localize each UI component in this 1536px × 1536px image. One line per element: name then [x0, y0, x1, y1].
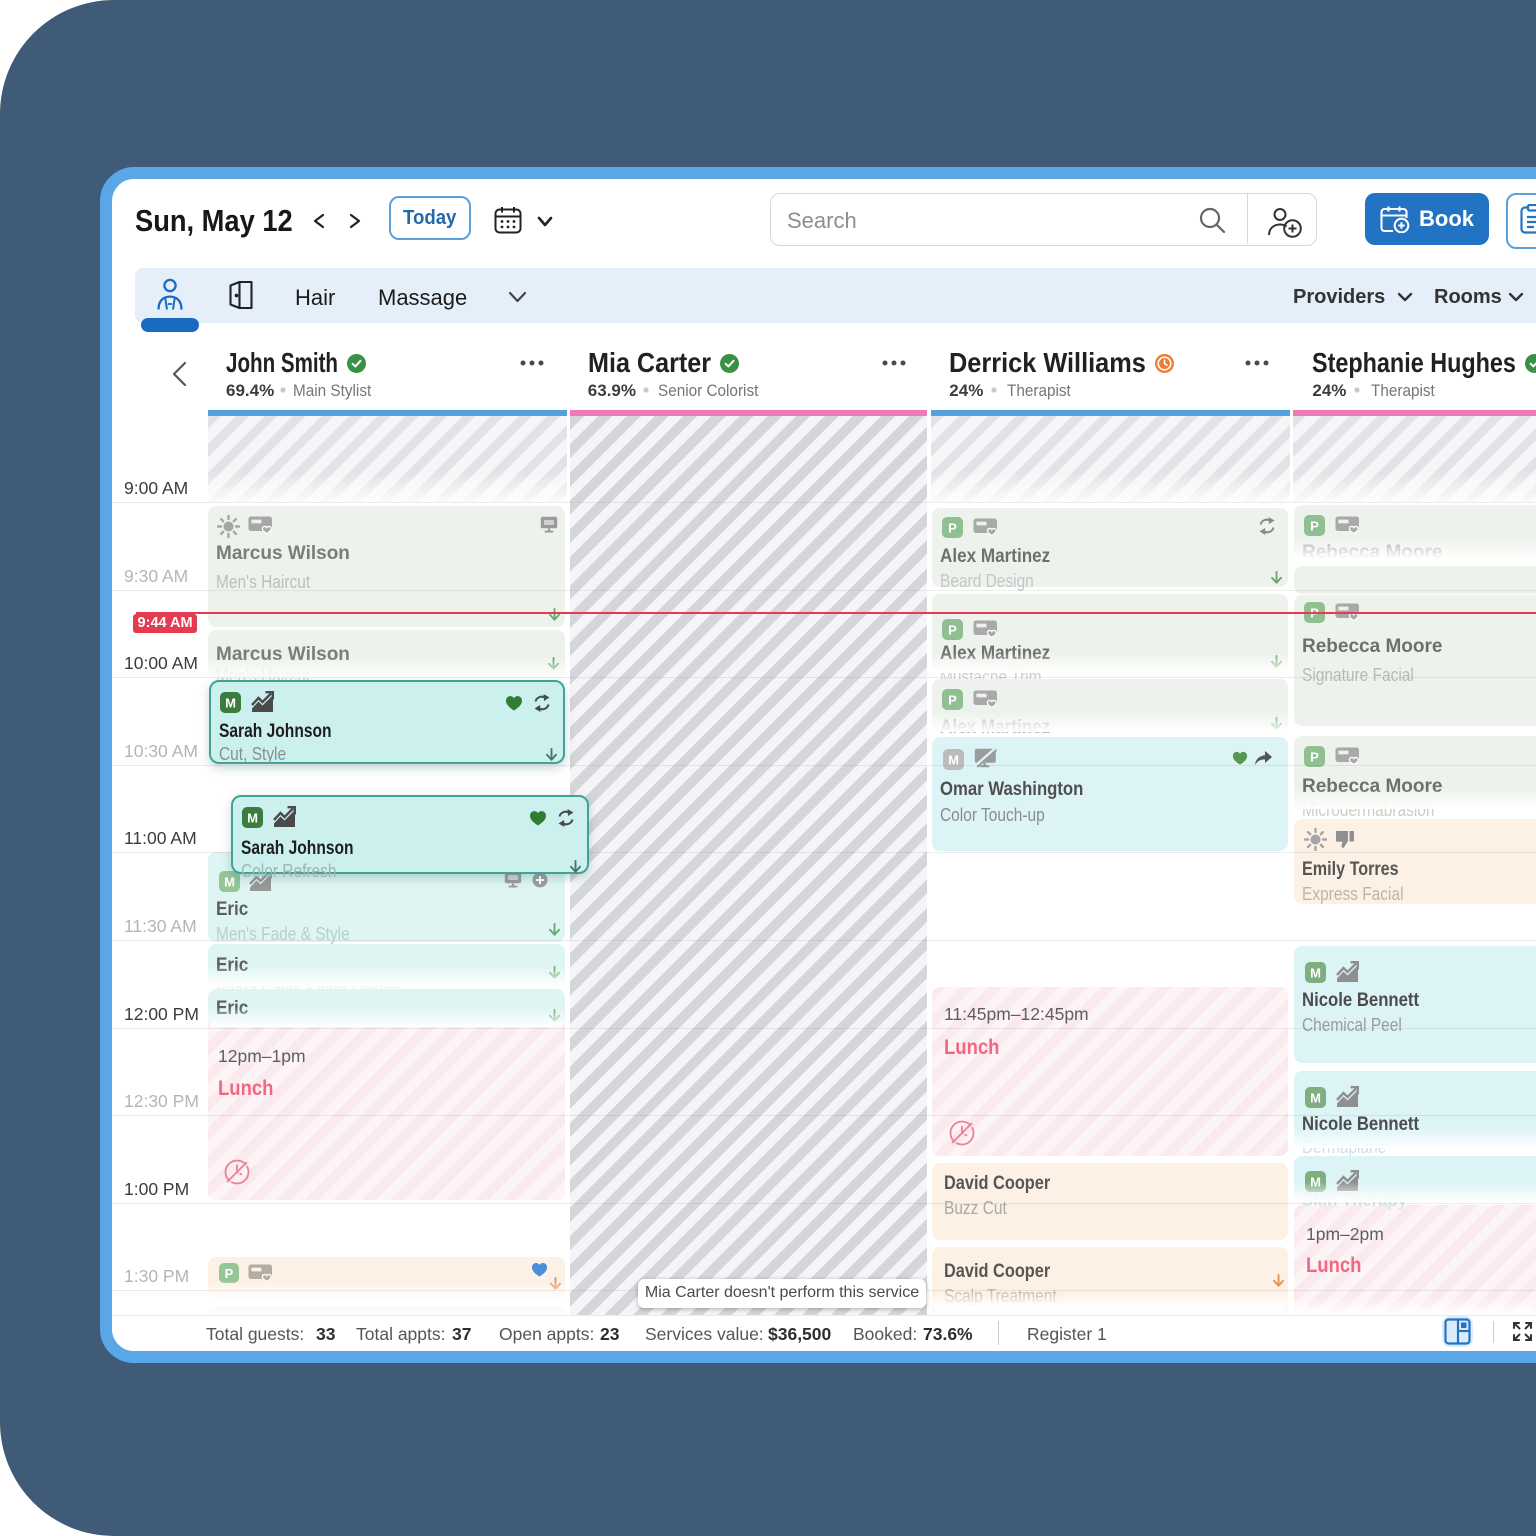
- svg-text:M: M: [1310, 1175, 1321, 1190]
- svg-text:M: M: [948, 752, 959, 767]
- svg-text:M: M: [224, 875, 235, 890]
- svg-text:P: P: [1310, 519, 1319, 534]
- svg-text:M: M: [1310, 966, 1321, 981]
- svg-text:P: P: [948, 520, 957, 535]
- svg-text:M: M: [1310, 1090, 1321, 1105]
- svg-text:M: M: [247, 810, 258, 825]
- svg-text:P: P: [948, 623, 957, 638]
- svg-text:M: M: [225, 696, 236, 711]
- svg-text:P: P: [948, 692, 957, 707]
- svg-text:P: P: [225, 1266, 234, 1281]
- svg-text:P: P: [1310, 749, 1319, 764]
